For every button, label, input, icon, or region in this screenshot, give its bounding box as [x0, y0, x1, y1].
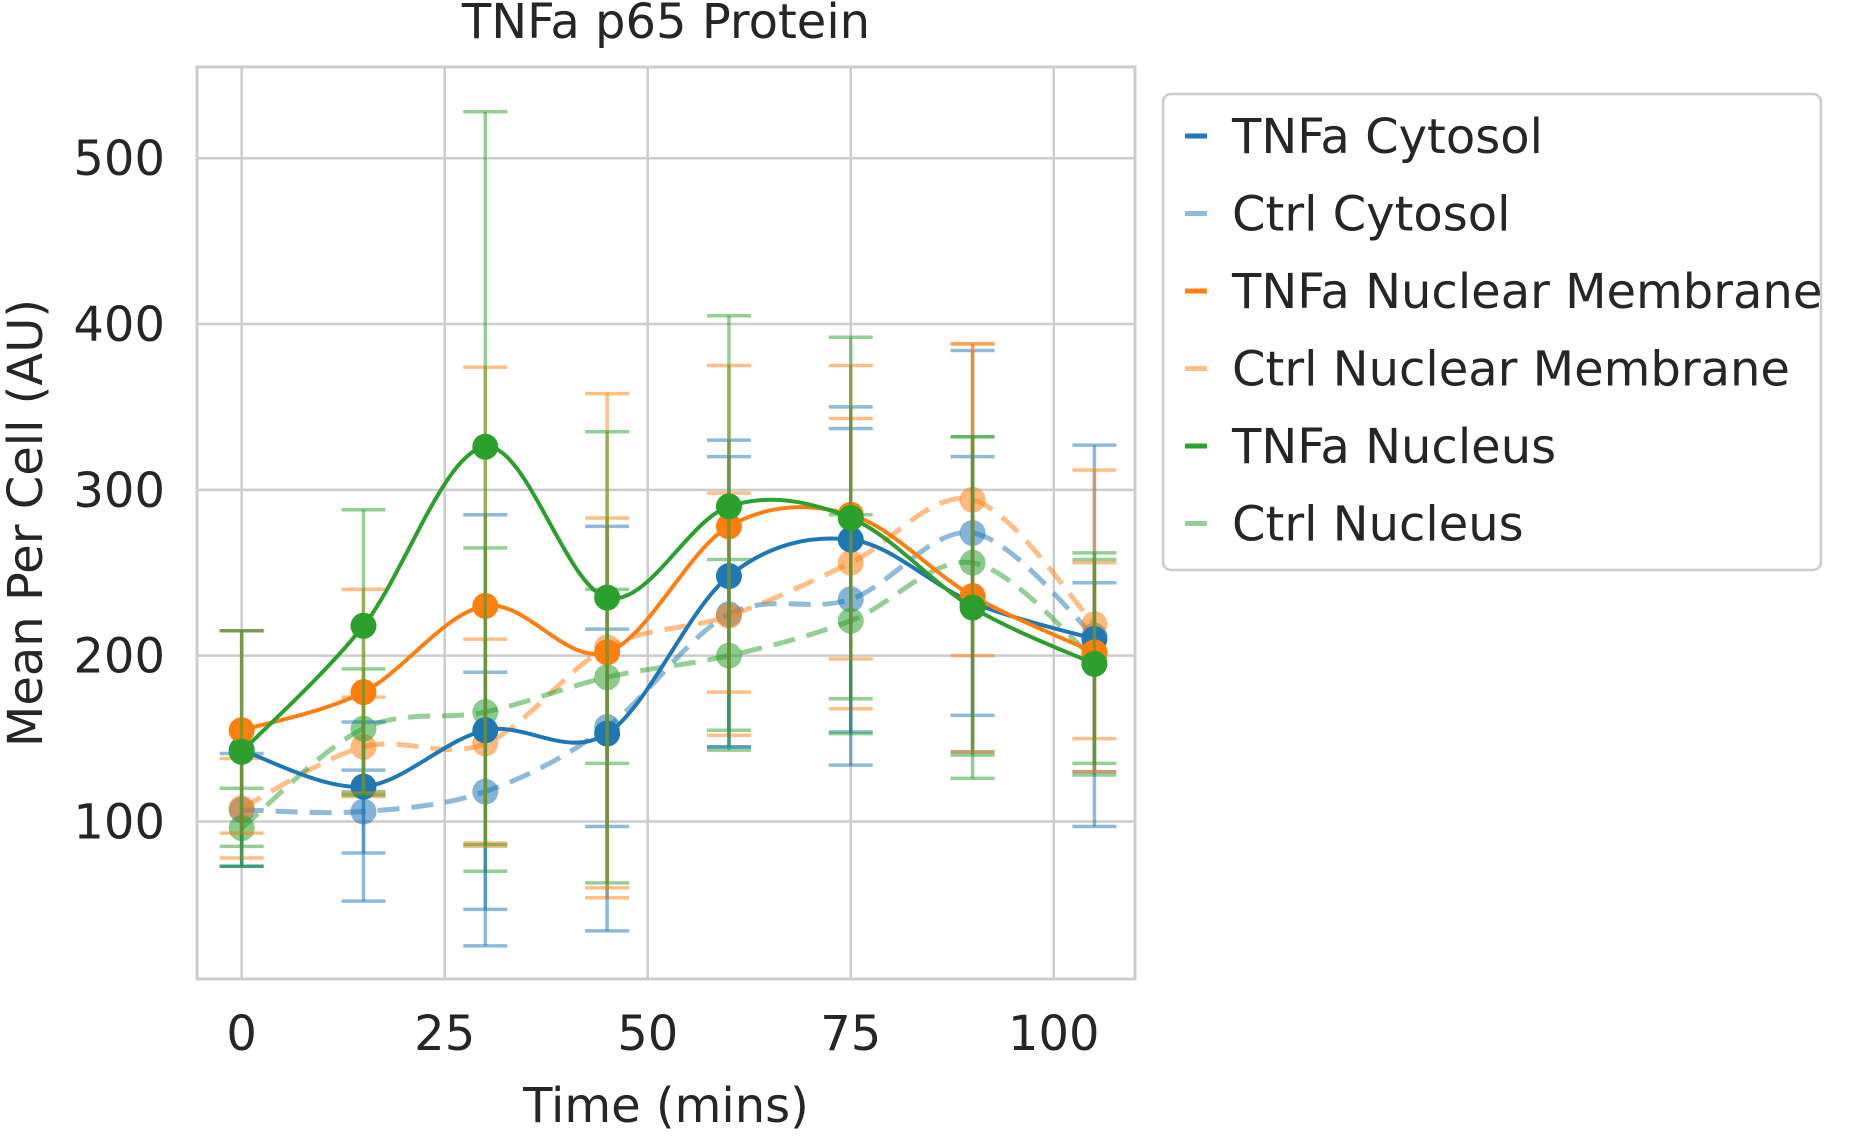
- y-tick-label: 200: [73, 629, 165, 685]
- x-tick-label: 25: [414, 1006, 475, 1062]
- legend-label: Ctrl Cytosol: [1232, 187, 1510, 243]
- plot-background: [197, 67, 1135, 979]
- data-point: [1081, 650, 1108, 677]
- data-point: [228, 738, 255, 765]
- x-tick-label: 75: [820, 1006, 881, 1062]
- data-point: [715, 493, 742, 520]
- chart-title: TNFa p65 Protein: [461, 0, 870, 50]
- data-point: [837, 505, 864, 532]
- legend: TNFa Cytosol Ctrl Cytosol TNFa Nuclear Mem…: [1161, 92, 1823, 572]
- data-point: [594, 584, 621, 611]
- legend-label: TNFa Nucleus: [1231, 419, 1556, 475]
- series-line: [240, 444, 1096, 754]
- legend-label: TNFa Nuclear Membrane: [1231, 264, 1822, 320]
- grid: [197, 67, 1135, 979]
- plot-frame: [195, 65, 1137, 981]
- y-axis-label: Mean Per Cell (AU): [0, 299, 54, 747]
- legend-label: Ctrl Nucleus: [1232, 497, 1524, 553]
- plot-area: [219, 110, 1117, 948]
- legend-label: Ctrl Nuclear Membrane: [1232, 342, 1790, 398]
- legend-box: [1161, 92, 1823, 572]
- y-tick-label: 500: [73, 131, 165, 187]
- x-axis-label: Time (mins): [522, 1078, 809, 1133]
- legend-label: TNFa Cytosol: [1231, 109, 1543, 165]
- x-tick-label: 50: [617, 1006, 678, 1062]
- data-point: [350, 612, 377, 639]
- tick-labels: 0 25 50 75 100 100 200 300 400 500: [73, 131, 1099, 1062]
- x-tick-label: 0: [226, 1006, 257, 1062]
- series-line: [241, 530, 1097, 816]
- x-tick-label: 100: [1008, 1006, 1100, 1062]
- series-tnfa-nucleus: [219, 110, 1117, 885]
- series-line: [240, 496, 1097, 811]
- y-tick-label: 100: [73, 794, 165, 850]
- y-tick-label: 400: [73, 297, 165, 353]
- data-point: [959, 594, 986, 621]
- data-point: [472, 433, 499, 460]
- y-tick-label: 300: [73, 463, 165, 519]
- series-line: [241, 505, 1096, 733]
